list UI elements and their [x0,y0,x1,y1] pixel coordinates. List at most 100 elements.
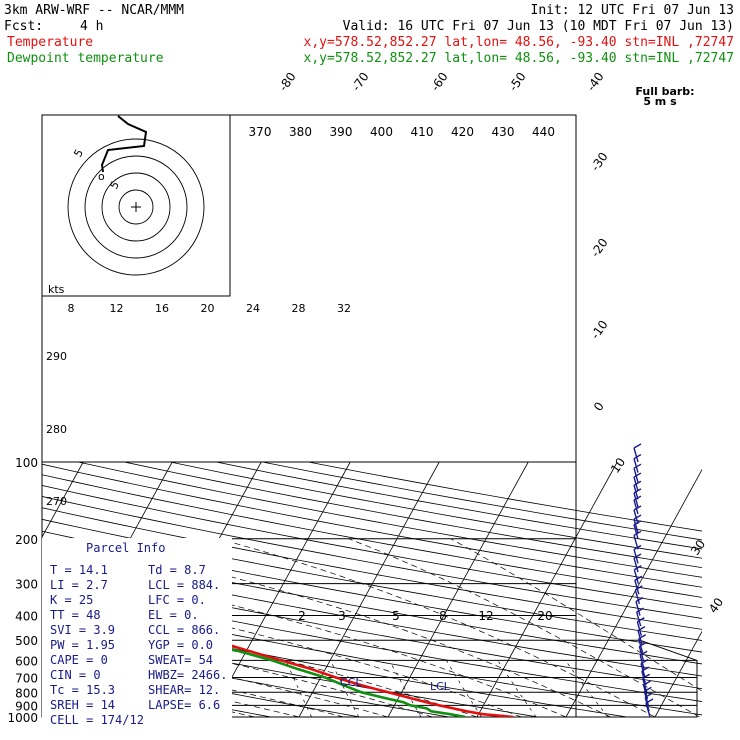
wind-barb-flag [638,634,647,640]
pressure-tick-label: 400 [15,610,38,624]
mixing-ratio-line [330,660,360,717]
parcel-info-row-left: CAPE = 0 [50,653,108,667]
theta-label: 400 [370,125,393,139]
parcel-info-row-left: PW = 1.95 [50,638,115,652]
fcst-value: 4 h [80,19,103,34]
dry-adiabat [42,496,702,619]
pressure-tick-label: 1000 [7,711,38,725]
theta-label: 410 [411,125,434,139]
isotherm-label: -80 [276,70,299,94]
wind-barb-flag [633,472,642,478]
isotherm-label: 40 [706,595,726,616]
parcel-info-row-left: SVI = 3.9 [50,623,115,637]
parcel-info-title: Parcel Info [86,541,165,555]
wind-barb-flag [643,686,652,692]
isotherm [298,461,440,717]
parcel-info-row-right: EL = 0. [148,608,199,622]
wind-barb-flag [633,463,642,469]
isotherm-label: -50 [506,70,529,94]
isotherm [209,461,351,717]
pressure-tick-label: 700 [15,672,38,686]
wind-barb [635,601,641,616]
wind-barb [633,524,639,539]
pressure-tick-label: 300 [15,578,38,592]
wind-barb-flag [633,530,642,536]
barb-legend-line2: 5 m s [643,95,677,108]
wind-barb [633,447,639,463]
wind-barb-flag [633,520,642,526]
wind-barbs [633,443,654,718]
hodograph-speed-label: 8 [68,302,75,315]
parcel-info-panel: Parcel Info T = 14.1 Td = 8.7 LI = 2.7 LCL … [42,538,232,727]
wind-barb-flag [633,480,642,486]
wind-barb-flag [645,698,654,704]
wind-barb-flag [636,607,645,613]
dry-adiabat [42,595,702,716]
dry-adiabat [42,609,630,717]
parcel-info-row-right: CCL = 866. [148,623,220,637]
dry-adiabat [42,655,363,717]
isotherm [476,461,618,717]
lcl-label: LCL [430,680,451,693]
hodograph-ring [67,138,205,276]
isotherm-label: 0 [591,399,607,413]
isotherm [42,461,84,538]
wet-bulb-theta-label: 270 [46,495,67,508]
hodograph-frame [41,114,231,297]
wind-barb-flag [633,553,642,559]
wind-barb-flag [633,488,642,494]
moist-adiabat [42,603,478,717]
wind-barb-flag [634,575,643,581]
hodograph-speed-label: 24 [246,302,260,315]
dry-adiabat [124,461,702,569]
wind-barb [638,646,645,661]
hodograph-speed-label: 20 [201,302,215,315]
plot-frame [41,114,577,718]
wind-barb [645,702,651,718]
hodograph-speed-label: 28 [292,302,306,315]
pressure-tick-label: 200 [15,533,38,547]
dry-adiabat [42,581,702,702]
theta-label: 420 [451,125,474,139]
wind-barb [633,509,639,525]
isotherm-label: -20 [588,236,611,260]
parcel-info-row-left: CELL = 174/12 [50,713,144,727]
isotherm-label: -40 [584,70,607,94]
mixing-ratio-line [285,660,312,717]
isotherm [654,630,702,717]
wind-barb-flag [642,673,651,679]
wind-barb [634,580,640,595]
dewpoint-legend: Dewpoint temperature [7,51,164,66]
dewpoint-location-info: x,y=578.52,852.27 lat,lon= 48.56, -93.40… [304,51,734,66]
parcel-info-row-left: T = 14.1 [50,563,108,577]
pressure-tick-label: 800 [15,686,38,700]
dry-adiabat [42,518,702,641]
mixing-ratio-line [446,660,482,717]
wind-barb [643,691,650,706]
isotherm-label: -30 [588,150,611,174]
parcel-info-row-right: LFC = 0. [148,593,206,607]
theta-label: 440 [532,125,555,139]
wind-barb [633,569,640,584]
theta-label: 380 [289,125,312,139]
parcel-info-rows: T = 14.1 Td = 8.7 LI = 2.7 LCL = 884. K = 25… [50,563,227,727]
parcel-info-row-left: K = 25 [50,593,93,607]
parcel-info-row-right: LCL = 884. [148,578,220,592]
barb-legend-line1: Full barb: [635,85,694,98]
dry-adiabat [42,485,702,609]
hodograph-speed-label: 16 [155,302,169,315]
dry-adiabat [42,463,702,588]
init-time: Init: 12 UTC Fri 07 Jun 13 [531,3,735,18]
parcel-info-row-left: LI = 2.7 [50,578,108,592]
wind-barb [633,518,639,534]
hodograph-trace [100,115,148,173]
valid-time: Valid: 16 UTC Fri 07 Jun 13 (10 MDT Fri … [343,19,734,34]
mixing-ratio-line [565,660,609,717]
wind-barb [633,499,639,515]
pressure-tick-label: 100 [15,456,38,470]
isotherm-label: -10 [588,318,611,342]
mixing-ratio-label: 20 [537,609,552,623]
mixing-ratio-line [389,660,422,717]
wind-barb-flag [633,453,642,460]
